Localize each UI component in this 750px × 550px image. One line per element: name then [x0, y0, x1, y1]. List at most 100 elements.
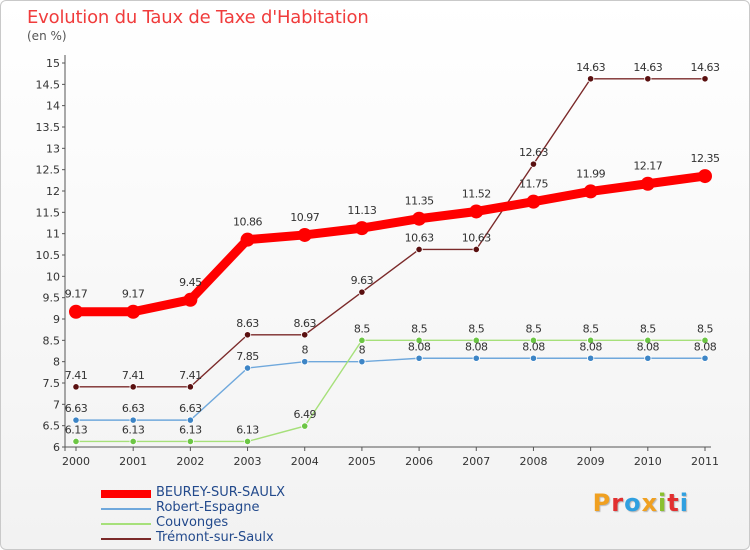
x-tick-label: 2000: [62, 455, 90, 468]
data-point-beurey-sur-saulx: [183, 292, 198, 307]
data-label-tr-mont-sur-saulx: 12.63: [519, 146, 548, 159]
data-point-robert-espagne: [701, 354, 709, 362]
legend-swatch-robert-espagne: [101, 508, 151, 510]
data-label-couvonges: 8.5: [525, 322, 541, 335]
legend-swatch-tremont: [101, 538, 151, 540]
proxiti-logo: Proxiti: [593, 489, 689, 517]
x-tick-label: 2001: [119, 455, 147, 468]
data-point-beurey-sur-saulx: [240, 232, 255, 247]
logo-letter: i: [658, 489, 668, 517]
data-label-beurey-sur-saulx: 12.17: [633, 160, 662, 173]
data-label-tr-mont-sur-saulx: 10.63: [405, 231, 434, 244]
data-label-couvonges: 8.5: [697, 322, 713, 335]
data-label-beurey-sur-saulx: 11.35: [405, 195, 434, 208]
y-tick-label: 14: [46, 100, 60, 113]
data-point-couvonges: [472, 336, 480, 344]
data-label-beurey-sur-saulx: 11.99: [576, 167, 605, 180]
data-label-robert-espagne: 8.08: [522, 340, 545, 353]
data-point-couvonges: [129, 437, 137, 446]
data-label-robert-espagne: 8.08: [579, 340, 602, 353]
data-point-robert-espagne: [301, 358, 309, 366]
x-tick-label: 2007: [462, 455, 490, 468]
data-label-couvonges: 6.13: [236, 423, 259, 436]
data-label-robert-espagne: 8.08: [408, 340, 431, 353]
data-point-beurey-sur-saulx: [297, 227, 312, 242]
y-tick-label: 13.5: [36, 121, 61, 134]
logo-letter: x: [641, 489, 659, 517]
data-label-couvonges: 6.13: [179, 423, 202, 436]
data-point-robert-espagne: [415, 354, 423, 362]
data-point-tr-mont-sur-saulx: [701, 75, 709, 83]
data-label-robert-espagne: 8.08: [637, 340, 660, 353]
data-label-tr-mont-sur-saulx: 8.63: [236, 317, 259, 330]
data-label-beurey-sur-saulx: 9.17: [65, 288, 88, 301]
data-label-tr-mont-sur-saulx: 8.63: [293, 317, 316, 330]
logo-letter: o: [624, 489, 642, 517]
data-point-couvonges: [529, 336, 538, 344]
y-tick-label: 14.5: [36, 78, 61, 91]
x-tick-label: 2011: [691, 455, 719, 468]
data-label-robert-espagne: 8.08: [694, 340, 717, 353]
x-tick-label: 2008: [519, 455, 547, 468]
y-tick-label: 11.5: [36, 206, 61, 219]
data-label-robert-espagne: 8: [359, 344, 366, 357]
data-point-couvonges: [243, 437, 252, 446]
data-point-robert-espagne: [243, 364, 252, 372]
data-point-beurey-sur-saulx: [354, 221, 369, 236]
data-point-beurey-sur-saulx: [126, 304, 141, 319]
y-tick-label: 7.5: [43, 377, 61, 390]
data-label-tr-mont-sur-saulx: 10.63: [462, 231, 491, 244]
legend-label-robert-espagne: Robert-Espagne: [156, 500, 260, 515]
data-label-tr-mont-sur-saulx: 14.63: [576, 61, 605, 74]
data-label-beurey-sur-saulx: 10.97: [290, 211, 319, 224]
legend-label-beurey: BEUREY-SUR-SAULX: [156, 485, 285, 500]
data-label-couvonges: 8.5: [583, 322, 599, 335]
data-label-beurey-sur-saulx: 11.52: [462, 187, 491, 200]
data-point-tr-mont-sur-saulx: [243, 331, 252, 339]
logo-letter: i: [679, 489, 689, 517]
x-tick-label: 2005: [348, 455, 376, 468]
series-line-robert-espagne: [76, 357, 705, 421]
data-label-tr-mont-sur-saulx: 7.41: [65, 369, 88, 382]
data-point-couvonges: [415, 336, 423, 344]
data-point-beurey-sur-saulx: [526, 194, 541, 209]
data-label-couvonges: 6.13: [65, 423, 88, 436]
x-tick-label: 2006: [405, 455, 433, 468]
logo-letter: t: [667, 489, 680, 517]
y-tick-label: 7: [53, 398, 60, 411]
x-tick-label: 2010: [634, 455, 662, 468]
data-label-couvonges: 8.5: [354, 322, 370, 335]
data-point-couvonges: [72, 437, 80, 446]
data-point-robert-espagne: [186, 416, 194, 424]
data-label-robert-espagne: 7.85: [236, 350, 259, 363]
y-tick-label: 8.5: [43, 334, 61, 347]
data-label-tr-mont-sur-saulx: 14.63: [633, 61, 662, 74]
y-tick-label: 10.5: [36, 249, 61, 262]
data-point-tr-mont-sur-saulx: [472, 245, 480, 254]
data-point-robert-espagne: [472, 354, 480, 362]
data-point-tr-mont-sur-saulx: [186, 383, 194, 391]
series-line-beurey-sur-saulx: [71, 171, 710, 317]
data-point-tr-mont-sur-saulx: [301, 331, 309, 339]
y-tick-label: 12.5: [36, 164, 61, 177]
data-point-robert-espagne: [644, 354, 652, 362]
data-label-robert-espagne: 6.63: [122, 402, 145, 415]
data-point-tr-mont-sur-saulx: [587, 75, 595, 83]
data-label-tr-mont-sur-saulx: 7.41: [179, 369, 202, 382]
data-label-tr-mont-sur-saulx: 9.63: [351, 274, 374, 287]
data-point-tr-mont-sur-saulx: [529, 160, 538, 168]
data-label-tr-mont-sur-saulx: 14.63: [691, 61, 720, 74]
data-point-robert-espagne: [529, 354, 538, 362]
data-point-couvonges: [701, 336, 709, 344]
data-point-couvonges: [358, 336, 366, 344]
logo-letter: P: [592, 489, 612, 517]
legend-label-tremont: Trémont-sur-Saulx: [156, 530, 274, 545]
data-point-couvonges: [186, 437, 194, 446]
y-tick-label: 12: [46, 185, 60, 198]
data-point-beurey-sur-saulx: [583, 184, 598, 199]
data-label-robert-espagne: 6.63: [65, 402, 88, 415]
data-label-couvonges: 6.13: [122, 423, 145, 436]
data-point-tr-mont-sur-saulx: [72, 383, 80, 391]
data-point-beurey-sur-saulx: [412, 211, 427, 226]
